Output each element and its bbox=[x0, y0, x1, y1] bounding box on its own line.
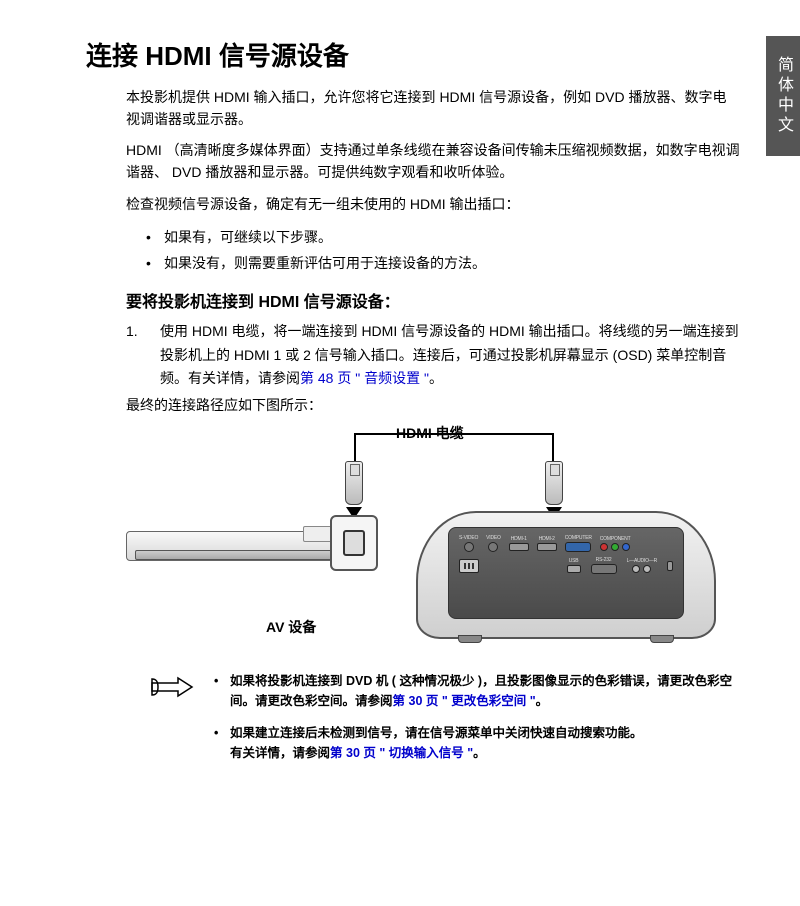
port-label-computer: COMPUTER bbox=[565, 536, 592, 541]
step-1-text-a: 使用 HDMI 电缆，将一端连接到 HDMI 信号源设备的 HDMI 输出插口。… bbox=[160, 323, 739, 387]
note-2-text-b: 有关详情，请参阅 bbox=[230, 746, 330, 760]
note-1-link[interactable]: 第 30 页 " 更改色彩空间 " bbox=[393, 694, 536, 708]
kensington-lock bbox=[667, 561, 673, 571]
power-socket bbox=[459, 559, 479, 573]
step-1-text-b: 。 bbox=[429, 370, 443, 386]
bullet-has: 如果有，可继续以下步骤。 bbox=[146, 225, 740, 250]
port-label-rs232: RS-232 bbox=[596, 558, 612, 563]
projector-foot bbox=[458, 635, 482, 643]
intro-para-3: 检查视频信号源设备，确定有无一组未使用的 HDMI 输出插口： bbox=[126, 194, 740, 216]
note-1-text-b: 。 bbox=[536, 694, 549, 708]
hdmi1-port bbox=[509, 543, 529, 551]
hdmi-port-closeup bbox=[330, 515, 378, 571]
check-list: 如果有，可继续以下步骤。 如果没有，则需要重新评估可用于连接设备的方法。 bbox=[146, 225, 740, 275]
dvd-tray bbox=[135, 550, 349, 560]
port-label-usb: USB bbox=[569, 559, 579, 564]
hdmi-plug-left bbox=[345, 461, 363, 505]
audio-ports bbox=[632, 565, 651, 573]
hand-pointing-icon bbox=[150, 673, 196, 701]
port-label-audio: L—AUDIO—R bbox=[627, 559, 657, 564]
step-1: 1. 使用 HDMI 电缆，将一端连接到 HDMI 信号源设备的 HDMI 输出… bbox=[126, 320, 740, 391]
page-title: 连接 HDMI 信号源设备 bbox=[86, 36, 740, 73]
page-content: 连接 HDMI 信号源设备 本投影机提供 HDMI 输入插口，允许您将它连接到 … bbox=[0, 0, 800, 795]
language-tab: 简体中文 bbox=[766, 36, 800, 156]
bullet-hasnot: 如果没有，则需要重新评估可用于连接设备的方法。 bbox=[146, 251, 740, 276]
video-port bbox=[488, 542, 498, 552]
note-2-text-a: 如果建立连接后未检测到信号，请在信号源菜单中关闭快速自动搜索功能。 bbox=[230, 723, 740, 743]
connection-diagram: HDMI 电缆 AV 设备 S-VIDEO VIDEO HDMI-1 HDMI-… bbox=[126, 423, 716, 653]
note-2-text-c: 。 bbox=[473, 746, 486, 760]
subheading-connect: 要将投影机连接到 HDMI 信号源设备： bbox=[126, 288, 740, 312]
note-1: 如果将投影机连接到 DVD 机 ( 这种情况极少 )，且投影图像显示的色彩错误，… bbox=[214, 671, 740, 711]
port-label-hdmi1: HDMI-1 bbox=[511, 537, 527, 542]
projector-foot bbox=[650, 635, 674, 643]
port-label-hdmi2: HDMI-2 bbox=[539, 537, 555, 542]
note-2: 如果建立连接后未检测到信号，请在信号源菜单中关闭快速自动搜索功能。 有关详情，请… bbox=[214, 723, 740, 763]
step-1-number: 1. bbox=[126, 320, 138, 344]
rs232-port bbox=[591, 564, 617, 574]
note-2-link[interactable]: 第 30 页 " 切换输入信号 " bbox=[330, 746, 473, 760]
svideo-port bbox=[464, 542, 474, 552]
final-path-line: 最终的连接路径应如下图所示： bbox=[126, 395, 740, 415]
intro-para-2: HDMI （高清晰度多媒体界面）支持通过单条线缆在兼容设备间传输未压缩视频数据，… bbox=[126, 140, 740, 183]
hdmi2-port bbox=[537, 543, 557, 551]
cable-line bbox=[354, 433, 554, 473]
vga-port bbox=[565, 542, 591, 552]
step-1-link[interactable]: 第 48 页 " 音频设置 " bbox=[300, 370, 429, 386]
port-label-video: VIDEO bbox=[486, 536, 501, 541]
port-label-component: COMPONENT bbox=[600, 537, 631, 542]
hdmi-plug-right bbox=[545, 461, 563, 505]
projector-rear: S-VIDEO VIDEO HDMI-1 HDMI-2 COMPUTER COM… bbox=[416, 511, 716, 639]
note-block: 如果将投影机连接到 DVD 机 ( 这种情况极少 )，且投影图像显示的色彩错误，… bbox=[150, 671, 740, 763]
port-label-svideo: S-VIDEO bbox=[459, 536, 478, 541]
usb-port bbox=[567, 565, 581, 573]
component-ports bbox=[600, 543, 630, 551]
intro-para-1: 本投影机提供 HDMI 输入插口，允许您将它连接到 HDMI 信号源设备，例如 … bbox=[126, 87, 740, 130]
av-device-label: AV 设备 bbox=[266, 617, 316, 637]
projector-port-panel: S-VIDEO VIDEO HDMI-1 HDMI-2 COMPUTER COM… bbox=[448, 527, 684, 619]
